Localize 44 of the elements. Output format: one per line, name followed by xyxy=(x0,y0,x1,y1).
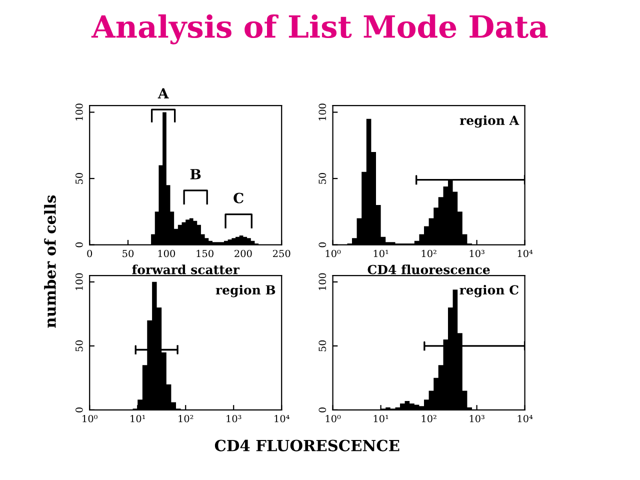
annotation: region C xyxy=(460,284,518,298)
y-axis-title: number of cells xyxy=(44,195,56,328)
annotation: region A xyxy=(460,115,520,128)
x-tick-label: 10² xyxy=(178,414,194,422)
y-tick-label: 100 xyxy=(76,273,83,290)
x-tick-label: 10³ xyxy=(470,414,484,422)
y-tick-label: 50 xyxy=(76,172,83,184)
y-tick-label: 50 xyxy=(76,340,83,352)
x-tick-label: 10⁴ xyxy=(518,250,533,258)
x-tick-label: 10² xyxy=(422,414,436,422)
x-tick-label: 10¹ xyxy=(374,414,388,422)
x-axis-title: CD4 FLUORESCENCE xyxy=(214,440,400,452)
x-tick-label: 10¹ xyxy=(374,250,388,258)
x-tick-label: 10³ xyxy=(470,250,484,258)
series-label: B xyxy=(190,169,201,180)
x-axis-title: CD4 fluorescence xyxy=(368,264,490,274)
y-tick-label: 50 xyxy=(318,340,326,352)
y-tick-label: 100 xyxy=(318,104,326,120)
x-tick-label: 10⁰ xyxy=(82,414,98,422)
x-tick-label: 10¹ xyxy=(130,414,145,422)
x-tick-label: 10² xyxy=(422,250,436,258)
x-tick-label: 10⁰ xyxy=(326,414,341,422)
x-tick-label: 50 xyxy=(122,250,134,258)
x-tick-label: 250 xyxy=(272,250,290,258)
y-tick-label: 100 xyxy=(318,273,326,290)
annotation: region B xyxy=(216,284,276,298)
x-tick-label: 10⁴ xyxy=(518,414,533,422)
y-tick-label: 0 xyxy=(318,407,326,412)
x-tick-label: 10⁰ xyxy=(326,250,341,258)
x-tick-label: 0 xyxy=(87,250,92,258)
x-axis-title: forward scatter xyxy=(132,264,240,274)
x-tick-label: 200 xyxy=(234,250,252,258)
y-tick-label: 0 xyxy=(76,242,83,248)
x-tick-label: 10³ xyxy=(226,414,242,422)
x-tick-label: 150 xyxy=(196,250,214,258)
y-tick-label: 100 xyxy=(76,104,83,120)
x-tick-label: 10⁴ xyxy=(274,414,290,422)
y-tick-label: 50 xyxy=(318,172,326,184)
series-label: A xyxy=(158,88,169,98)
series-label: C xyxy=(234,192,244,204)
y-tick-label: 0 xyxy=(76,407,83,412)
x-tick-label: 100 xyxy=(158,250,176,258)
y-tick-label: 0 xyxy=(318,242,326,248)
chart-title: Analysis of List Mode Data xyxy=(91,14,548,44)
